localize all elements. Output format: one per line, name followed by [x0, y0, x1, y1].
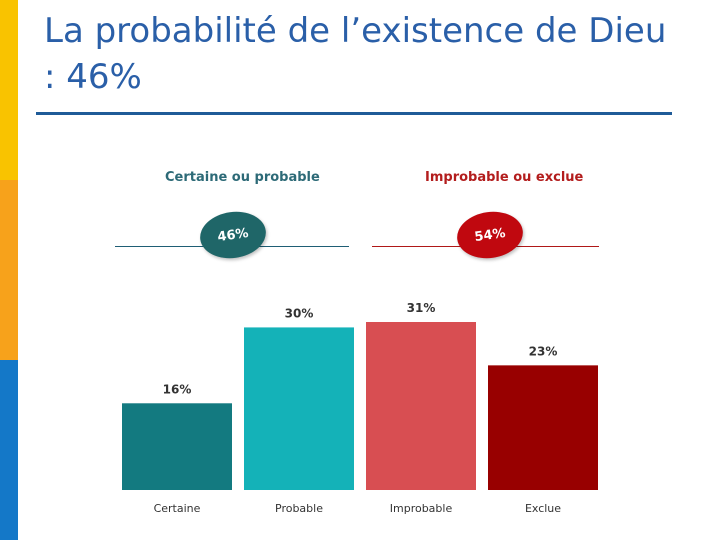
category-label-certaine: Certaine: [154, 502, 201, 515]
bar-probable: [244, 327, 354, 490]
accent-strip-blue: [0, 360, 18, 540]
accent-strip-orange: [0, 180, 18, 360]
bar-value-label-certaine: 16%: [163, 382, 192, 396]
title-rule: [36, 112, 672, 115]
bar-value-label-probable: 30%: [285, 306, 314, 320]
category-label-exclue: Exclue: [525, 502, 561, 515]
group-label-certain-probable: Certaine ou probable: [165, 170, 320, 185]
slide-title: La probabilité de l’existence de Dieu : …: [44, 11, 667, 97]
bar-improbable: [366, 322, 476, 490]
accent-strip-yellow: [0, 0, 18, 180]
bar-value-label-exclue: 23%: [529, 344, 558, 358]
category-label-improbable: Improbable: [390, 502, 453, 515]
group-label-improbable-excluded: Improbable ou exclue: [425, 170, 584, 185]
bar-value-label-improbable: 31%: [407, 301, 436, 315]
category-label-probable: Probable: [275, 502, 323, 515]
bar-certaine: [122, 403, 232, 490]
bar-exclue: [488, 365, 598, 490]
